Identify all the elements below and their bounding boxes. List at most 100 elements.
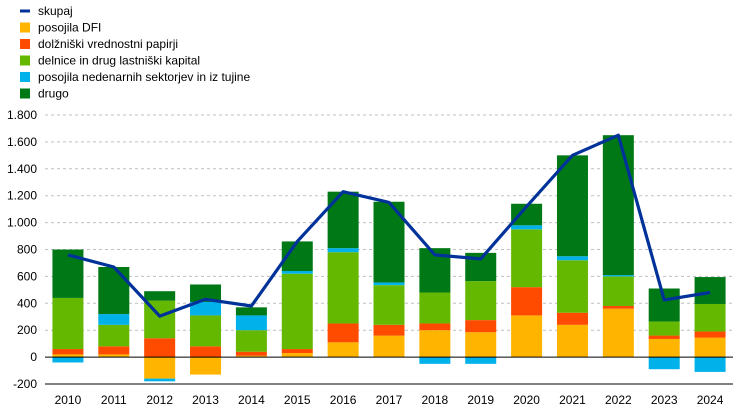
bar-segment [648, 338, 680, 358]
bars [52, 135, 726, 382]
bar-segment [648, 357, 680, 370]
bar-segment [190, 357, 222, 375]
bar-segment [602, 308, 634, 358]
x-tick-label: 2021 [559, 393, 586, 407]
x-tick-label: 2024 [697, 393, 724, 407]
bar-segment [281, 273, 313, 350]
bar-segment [465, 332, 497, 358]
bar-segment [281, 353, 313, 358]
legend-swatch [20, 39, 30, 49]
bar-segment [694, 277, 726, 304]
bar-segment [327, 191, 359, 249]
y-tick-label: 1.200 [7, 189, 37, 203]
bar-segment [327, 252, 359, 324]
bar-segment [648, 288, 680, 322]
bar-segment [52, 349, 84, 355]
y-tick-label: 1.400 [7, 162, 37, 176]
x-tick-label: 2022 [605, 393, 632, 407]
bar-segment [281, 271, 313, 274]
bar-segment [327, 323, 359, 343]
bar-segment [144, 338, 176, 358]
bar-segment [144, 291, 176, 301]
x-tick-label: 2023 [651, 393, 678, 407]
x-tick-label: 2019 [467, 393, 494, 407]
bar-segment [190, 284, 222, 302]
x-tick-label: 2014 [238, 393, 265, 407]
bar-segment [511, 315, 543, 358]
x-tick-label: 2017 [376, 393, 403, 407]
bar-segment [419, 292, 451, 324]
bar-segment [511, 225, 543, 230]
legend-label: delnice in drug lastniški kapital [38, 54, 200, 68]
bar-segment [98, 354, 130, 358]
bar-segment [235, 315, 267, 331]
bar-segment [648, 335, 680, 339]
y-tick-label: -200 [13, 377, 37, 391]
bar-segment [52, 297, 84, 350]
bar-segment [281, 349, 313, 354]
bar-segment [373, 285, 405, 325]
bar-segment [98, 266, 130, 315]
x-tick-label: 2018 [422, 393, 449, 407]
y-tick-label: 600 [17, 269, 37, 283]
bar-segment [98, 346, 130, 355]
y-tick-label: 1.000 [7, 216, 37, 230]
x-axis: 2010 2011 2012 2013 2014 2015 2016 2017 2018 2019… [45, 383, 733, 407]
bar-segment [694, 331, 726, 338]
bar-segment [602, 276, 634, 306]
bar-segment [98, 314, 130, 325]
bar-segment [190, 346, 222, 358]
bar-segment [602, 305, 634, 309]
y-tick-label: 200 [17, 323, 37, 337]
bar-segment [419, 357, 451, 364]
bar-segment [419, 323, 451, 331]
bar-segment [190, 315, 222, 347]
bar-segment [235, 307, 267, 316]
bar-segment [465, 281, 497, 321]
bar-segment [556, 260, 588, 313]
total-line [67, 133, 711, 318]
legend: skupaj posojila DFI dolžniški vrednostni p… [20, 4, 250, 101]
bar-segment [602, 275, 634, 277]
legend-label: dolžniški vrednostni papirji [38, 37, 178, 51]
bar-segment [694, 337, 726, 358]
y-tick-label: 1.600 [7, 135, 37, 149]
y-tick-label: 1.800 [7, 108, 37, 122]
legend-swatch [20, 55, 30, 66]
bar-segment [235, 330, 267, 352]
legend-label: posojila DFI [38, 21, 101, 35]
bar-segment [190, 301, 222, 316]
bar-segment [373, 282, 405, 286]
legend-label: posojila nedenarnih sektorjev in iz tuji… [38, 70, 250, 84]
bar-segment [144, 357, 176, 379]
bar-segment [465, 357, 497, 364]
x-tick-label: 2015 [284, 393, 311, 407]
bar-segment [52, 357, 84, 363]
bar-segment [373, 335, 405, 358]
bar-segment [144, 378, 176, 382]
x-tick-label: 2020 [513, 393, 540, 407]
bar-segment [694, 303, 726, 332]
legend-label: drugo [38, 87, 69, 101]
x-tick-label: 2011 [101, 393, 127, 407]
bar-segment [419, 330, 451, 358]
legend-swatch [20, 22, 30, 33]
bar-segment [235, 355, 267, 358]
x-tick-label: 2016 [330, 393, 357, 407]
bar-segment [235, 351, 267, 356]
x-tick-label: 2010 [55, 393, 82, 407]
x-tick-label: 2012 [146, 393, 173, 407]
bar-segment [511, 287, 543, 316]
bar-segment [511, 229, 543, 288]
bar-segment [694, 357, 726, 372]
x-tick-label: 2013 [192, 393, 219, 407]
legend-label: skupaj [38, 4, 73, 18]
bar-segment [556, 155, 588, 257]
y-tick-label: 800 [17, 243, 37, 257]
bar-segment [648, 321, 680, 336]
bar-segment [511, 203, 543, 226]
y-tick-label: 0 [30, 350, 37, 364]
bar-segment [602, 135, 634, 276]
total-line-path [67, 133, 711, 318]
